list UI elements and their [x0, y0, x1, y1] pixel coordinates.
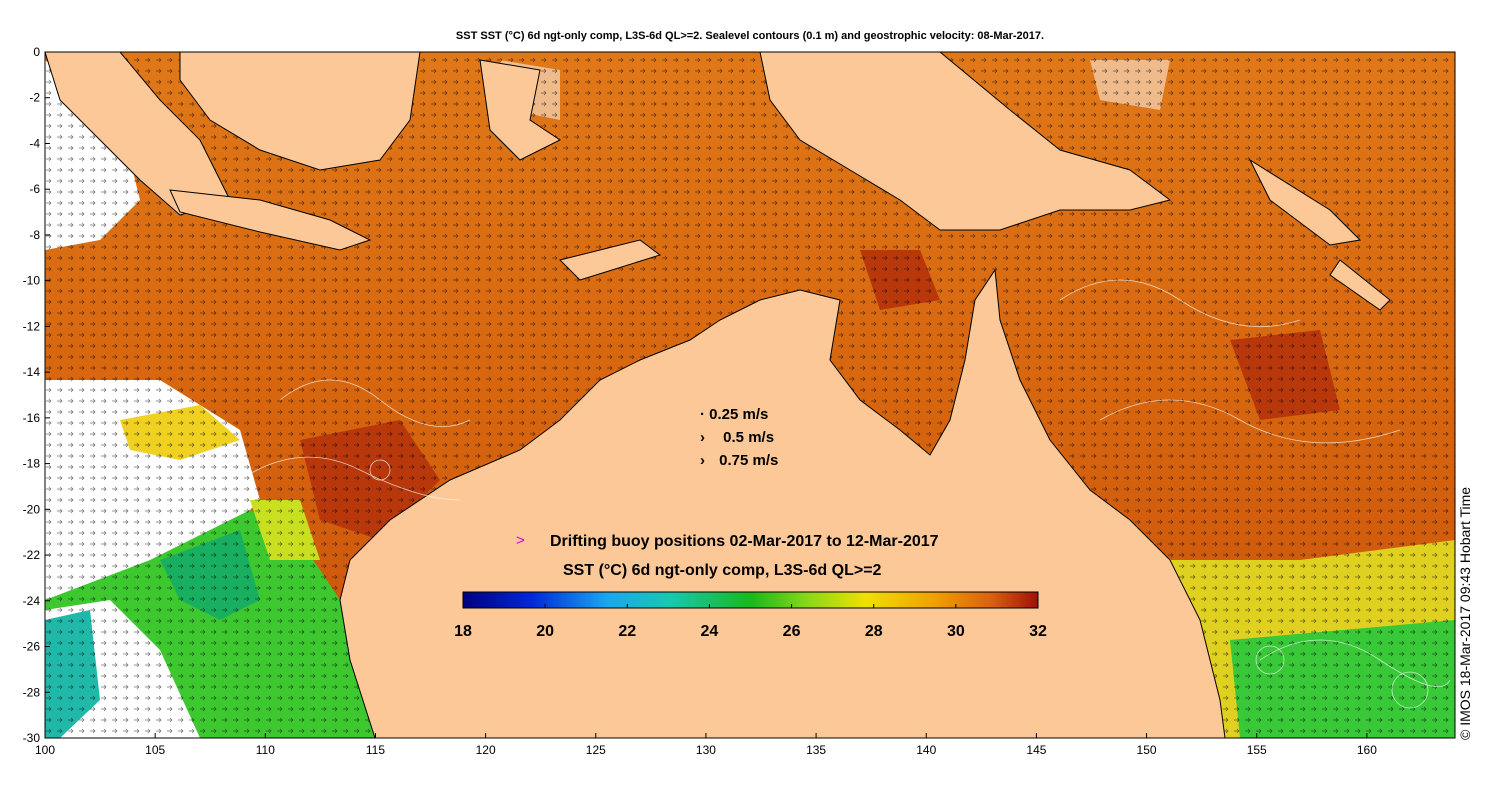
borneo [179, 51, 421, 171]
lat-tick-label: -14 [23, 365, 41, 379]
lat-tick-label: 0 [33, 45, 40, 59]
colorbar-title: SST (°C) 6d ngt-only comp, L3S-6d QL>=2 [563, 562, 882, 579]
sulawesi [479, 59, 561, 161]
velocity-marker: › [700, 452, 705, 469]
velocity-label: 0.5 m/s [723, 429, 775, 446]
new-guinea [759, 51, 1172, 231]
lat-tick-label: -24 [23, 594, 41, 608]
java [169, 189, 372, 251]
lon-tick-label: 110 [256, 743, 275, 757]
longitude-axis: 100 105 110 115 120 125 130 135 140 145 150 155 160 [35, 733, 1377, 757]
lon-tick-label: 160 [1357, 743, 1377, 757]
colorbar-tick-label: 20 [536, 623, 554, 640]
lat-tick-label: -4 [29, 136, 40, 150]
colorbar-tick-label: 26 [783, 623, 801, 640]
lon-tick-label: 115 [366, 743, 385, 757]
lat-tick-label: -10 [23, 274, 41, 288]
velocity-legend-1: · 0.25 m/s [700, 406, 768, 423]
lon-tick-label: 105 [145, 743, 165, 757]
lat-tick-label: -2 [29, 91, 40, 105]
sealevel-contours [239, 279, 1451, 709]
lat-tick-label: -26 [23, 640, 41, 654]
velocity-legend-3: › 0.75 m/s [700, 452, 778, 469]
colorbar-tick-label: 32 [1029, 623, 1047, 640]
lat-tick-label: -12 [23, 319, 41, 333]
buoy-marker-icon: > [516, 532, 525, 549]
lon-tick-label: 135 [806, 743, 826, 757]
colorbar-ticks: 18 20 22 24 26 28 30 32 [454, 604, 1047, 640]
lon-tick-label: 150 [1137, 743, 1157, 757]
velocity-label: 0.75 m/s [719, 452, 779, 469]
velocity-label: 0.25 m/s [709, 406, 769, 423]
lat-tick-label: -8 [29, 228, 40, 242]
map-title: SST SST (°C) 6d ngt-only comp, L3S-6d QL… [455, 30, 1045, 42]
lat-tick-label: -30 [23, 731, 41, 745]
colorbar-tick-label: 30 [947, 623, 965, 640]
colorbar-tick-label: 22 [618, 623, 636, 640]
axes-frame [44, 51, 1456, 739]
lon-tick-label: 145 [1026, 743, 1046, 757]
lon-tick-label: 100 [35, 743, 55, 757]
lon-tick-label: 140 [916, 743, 936, 757]
copyright-label: © IMOS 18-Mar-2017 09:43 Hobart Time [1457, 486, 1473, 740]
velocity-marker: › [700, 429, 705, 446]
timor [559, 239, 662, 281]
buoy-legend-label: Drifting buoy positions 02-Mar-2017 to 1… [550, 533, 939, 550]
colorbar [462, 591, 1039, 609]
lat-tick-label: -28 [23, 685, 41, 699]
new-caledonia [1329, 259, 1391, 311]
solomon-islands [1248, 158, 1362, 246]
lon-tick-label: 155 [1247, 743, 1267, 757]
australia-landmass [339, 268, 1226, 739]
lat-tick-label: -18 [23, 457, 41, 471]
colorbar-tick-label: 18 [454, 623, 472, 640]
land [44, 51, 1391, 739]
lat-tick-label: -20 [23, 502, 41, 516]
velocity-legend-2: › 0.5 m/s [700, 429, 774, 446]
colorbar-tick-label: 28 [865, 623, 883, 640]
lat-tick-label: -22 [23, 548, 41, 562]
lat-tick-label: -16 [23, 411, 41, 425]
colorbar-tick-label: 24 [701, 623, 719, 640]
latitude-axis: 0 -2 -4 -6 -8 -10 -12 -14 -16 -18 -20 -22 -24 -26 -28 -… [23, 45, 50, 745]
lon-tick-label: 120 [476, 743, 496, 757]
lon-tick-label: 125 [586, 743, 606, 757]
lon-tick-label: 130 [696, 743, 716, 757]
lat-tick-label: -6 [29, 182, 40, 196]
velocity-marker: · [700, 406, 705, 423]
